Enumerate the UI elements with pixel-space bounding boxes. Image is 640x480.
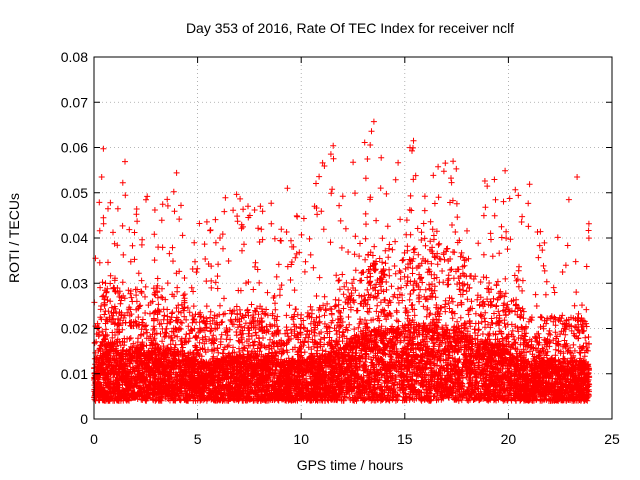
data-points — [91, 118, 593, 404]
x-tick-label: 25 — [604, 431, 620, 447]
y-tick-label: 0.05 — [61, 185, 88, 201]
y-tick-label: 0.07 — [61, 94, 88, 110]
y-tick-label: 0.04 — [61, 230, 88, 246]
y-tick-label: 0.03 — [61, 275, 88, 291]
y-tick-label: 0 — [80, 411, 88, 427]
x-tick-label: 20 — [501, 431, 517, 447]
axis-ticks: 0 5 10 15 20 25 0 0.01 0.02 0.03 0.04 0.05 0.06 0.07 0… — [61, 49, 620, 447]
y-tick-label: 0.08 — [61, 49, 88, 65]
x-axis-label: GPS time / hours — [297, 457, 404, 473]
x-tick-label: 0 — [90, 431, 98, 447]
y-tick-label: 0.06 — [61, 140, 88, 156]
chart-title: Day 353 of 2016, Rate Of TEC Index for r… — [186, 20, 514, 36]
x-tick-label: 10 — [293, 431, 309, 447]
x-tick-label: 15 — [397, 431, 413, 447]
y-axis-label: ROTI / TECUs — [6, 193, 22, 283]
x-tick-label: 5 — [194, 431, 202, 447]
y-tick-label: 0.02 — [61, 321, 88, 337]
y-tick-label: 0.01 — [61, 366, 88, 382]
roti-point-cloud — [91, 118, 593, 404]
